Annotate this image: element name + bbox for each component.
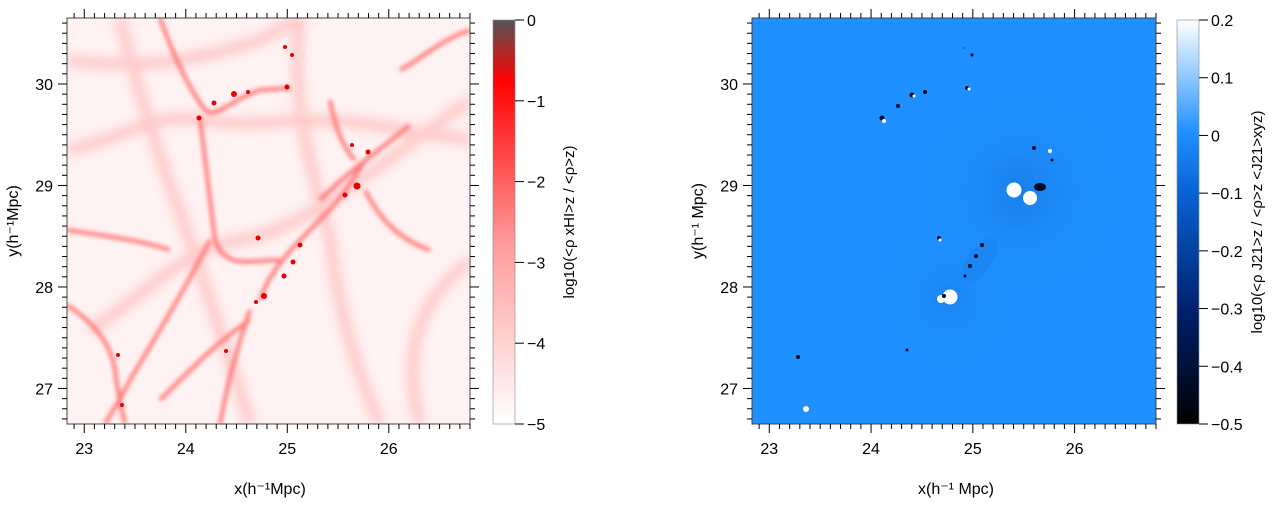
left-colorbar-tick-label: −1 — [527, 94, 545, 111]
right-plot-frame — [751, 17, 1157, 425]
right-colorbar-ticks: 0.2 0.1 0 −0.1 −0.2 −0.3 −0.4 −0.5 — [1199, 13, 1243, 434]
left-colorbar-tick-label: −2 — [527, 175, 545, 192]
right-y-axis-label: y(h⁻¹ Mpc) — [690, 183, 707, 259]
left-colorbar-tick-label: 0 — [527, 13, 536, 30]
left-x-tick-label: 23 — [75, 441, 93, 458]
left-x-axis-label: x(h⁻¹Mpc) — [234, 481, 306, 498]
left-x-tick-label: 26 — [380, 441, 398, 458]
left-heatmap — [67, 18, 470, 424]
left-x-tick-label: 24 — [177, 441, 195, 458]
right-x-tick-label: 24 — [862, 441, 880, 458]
right-y-tick-label: 30 — [720, 77, 738, 94]
right-colorbar-tick-label: −0.1 — [1211, 186, 1243, 203]
right-colorbar — [1177, 20, 1199, 424]
right-sources — [796, 47, 1054, 412]
left-plot-frame — [66, 17, 471, 425]
right-x-tick-label: 26 — [1066, 441, 1084, 458]
right-x-tick-label: 25 — [964, 441, 982, 458]
right-colorbar-tick-label: 0.2 — [1211, 13, 1233, 30]
left-colorbar-label: log10(<ρ xHI>z / <ρ>z) — [561, 146, 578, 299]
left-axes: 23 24 25 26 27 28 29 30 — [35, 9, 479, 458]
right-colorbar-tick-label: −0.2 — [1211, 244, 1243, 261]
left-y-axis-label: y(h⁻¹Mpc) — [5, 185, 22, 257]
left-y-tick-label: 30 — [35, 77, 53, 94]
left-y-tick-label: 27 — [35, 381, 53, 398]
left-colorbar-tick-label: −5 — [527, 417, 545, 434]
right-x-axis-label: x(h⁻¹ Mpc) — [918, 481, 994, 498]
left-dense-knots — [116, 45, 371, 407]
right-colorbar-tick-label: −0.4 — [1211, 359, 1243, 376]
right-axes: 23 24 25 26 27 28 29 30 — [720, 9, 1165, 458]
left-y-tick-label: 28 — [35, 280, 53, 297]
right-heatmap — [752, 18, 1156, 424]
right-y-tick-label: 28 — [720, 280, 738, 297]
right-colorbar-tick-label: 0 — [1211, 128, 1220, 145]
right-y-tick-label: 29 — [720, 178, 738, 195]
right-y-tick-label: 27 — [720, 381, 738, 398]
left-colorbar-tick-label: −3 — [527, 255, 545, 272]
left-colorbar — [493, 20, 515, 424]
right-colorbar-label: log10(<ρ J21>z / <ρ>z <J21>xyz) — [1249, 110, 1266, 333]
right-x-tick-label: 23 — [760, 441, 778, 458]
left-y-tick-label: 29 — [35, 178, 53, 195]
left-colorbar-ticks: 0 −1 −2 −3 −4 −5 — [515, 13, 545, 434]
right-colorbar-tick-label: −0.3 — [1211, 302, 1243, 319]
right-colorbar-tick-label: −0.5 — [1211, 417, 1243, 434]
right-colorbar-tick-label: 0.1 — [1211, 71, 1233, 88]
left-colorbar-tick-label: −4 — [527, 336, 545, 353]
left-x-tick-label: 25 — [278, 441, 296, 458]
